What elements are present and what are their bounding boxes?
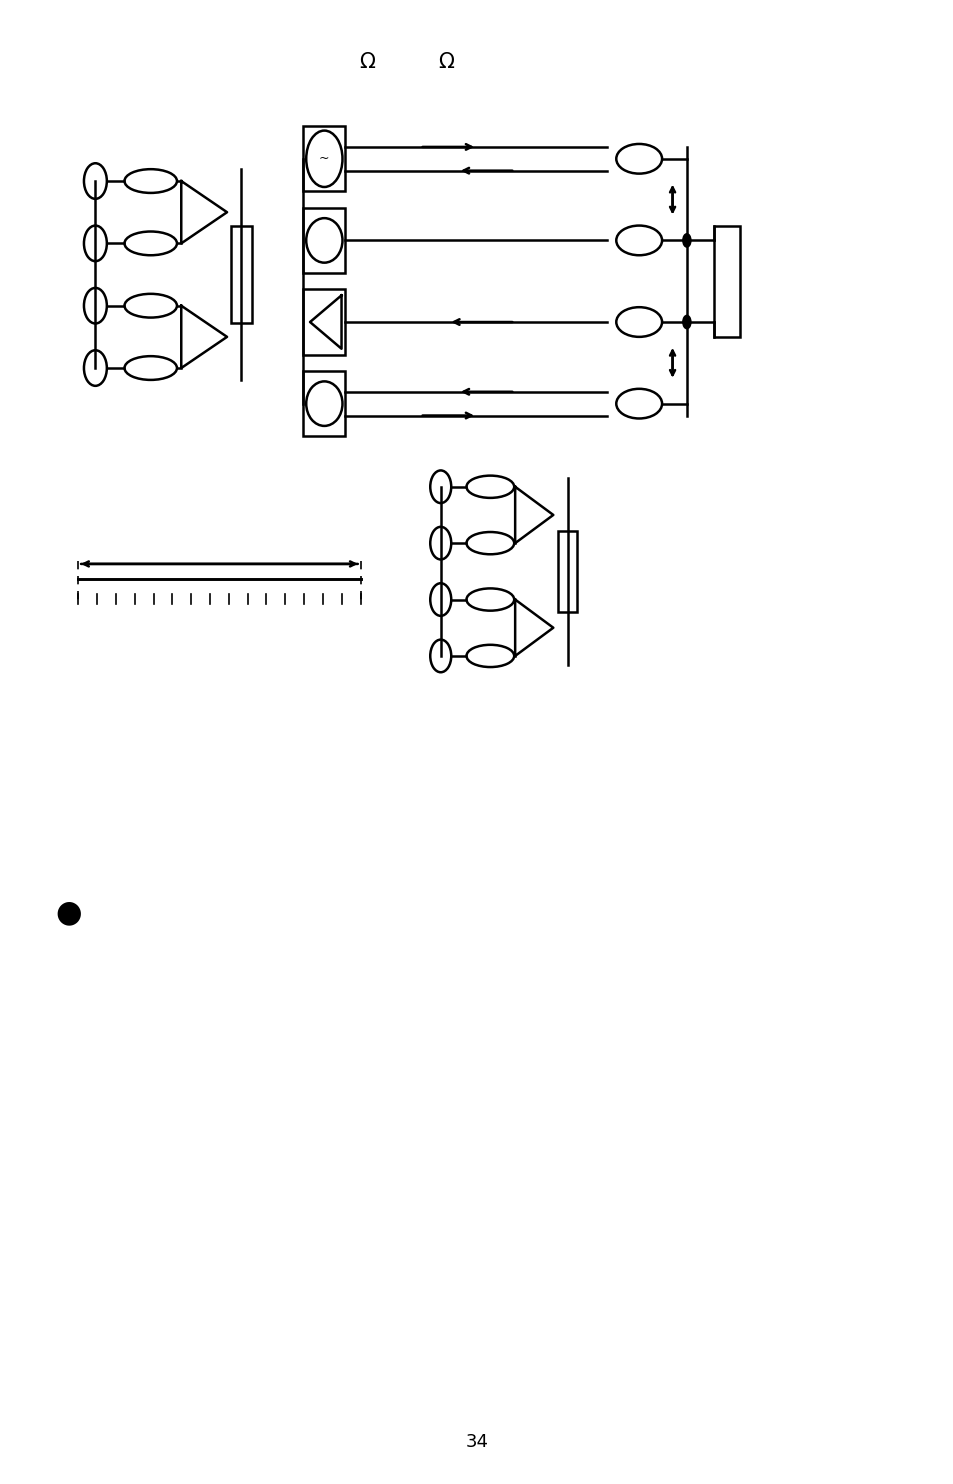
Text: ~: ~ xyxy=(318,153,330,165)
Circle shape xyxy=(681,233,691,248)
Bar xyxy=(303,371,345,436)
Circle shape xyxy=(681,315,691,329)
Bar xyxy=(303,126,345,191)
Text: 34: 34 xyxy=(465,1434,488,1451)
Bar xyxy=(231,227,252,324)
Bar xyxy=(713,226,740,337)
Polygon shape xyxy=(310,295,341,349)
Bar xyxy=(303,289,345,355)
Bar xyxy=(558,530,577,611)
Text: Ω: Ω xyxy=(438,52,454,73)
Bar xyxy=(303,208,345,273)
Text: Ω: Ω xyxy=(359,52,375,73)
Text: ●: ● xyxy=(55,898,82,928)
